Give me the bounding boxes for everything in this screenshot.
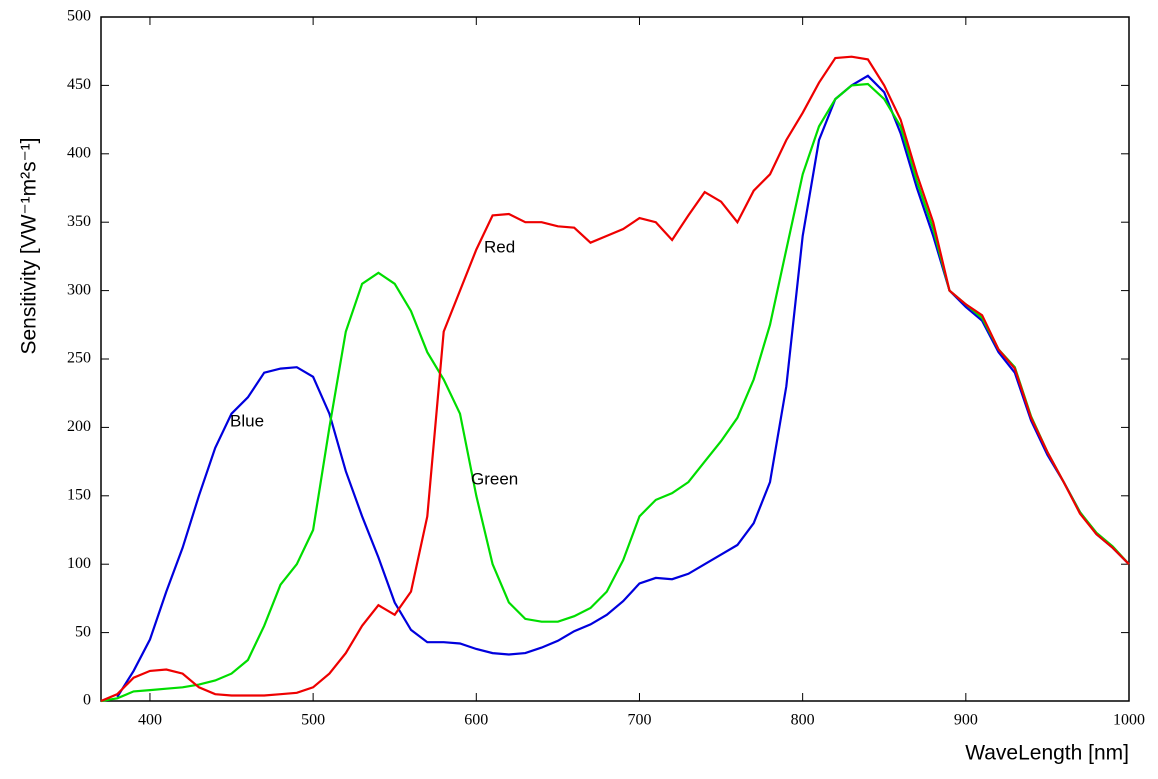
x-tick-label: 400 xyxy=(138,712,162,729)
series-label: Blue xyxy=(230,411,264,430)
y-tick-label: 400 xyxy=(67,144,91,161)
x-tick-label: 900 xyxy=(954,712,978,729)
y-tick-label: 150 xyxy=(67,486,91,503)
y-tick-label: 0 xyxy=(83,692,91,709)
x-axis-label: WaveLength [nm] xyxy=(965,742,1129,765)
y-tick-label: 500 xyxy=(67,8,91,25)
x-tick-label: 700 xyxy=(627,712,651,729)
y-tick-label: 300 xyxy=(67,281,91,298)
series-label: Green xyxy=(471,469,518,488)
y-tick-label: 200 xyxy=(67,418,91,435)
series-line xyxy=(116,74,1130,698)
series-label: Red xyxy=(484,237,515,256)
x-tick-label: 500 xyxy=(301,712,325,729)
plot-frame xyxy=(100,16,1130,702)
y-tick-label: 100 xyxy=(67,555,91,572)
y-axis-label: Sensitivity [VW⁻¹m²s⁻¹] xyxy=(18,137,41,354)
y-tick-label: 50 xyxy=(75,623,91,640)
x-tick-label: 1000 xyxy=(1113,712,1145,729)
x-tick-label: 600 xyxy=(464,712,488,729)
y-tick-label: 250 xyxy=(67,350,91,367)
y-tick-label: 450 xyxy=(67,76,91,93)
series-line xyxy=(100,55,1130,703)
x-tick-label: 800 xyxy=(791,712,815,729)
y-tick-label: 350 xyxy=(67,213,91,230)
